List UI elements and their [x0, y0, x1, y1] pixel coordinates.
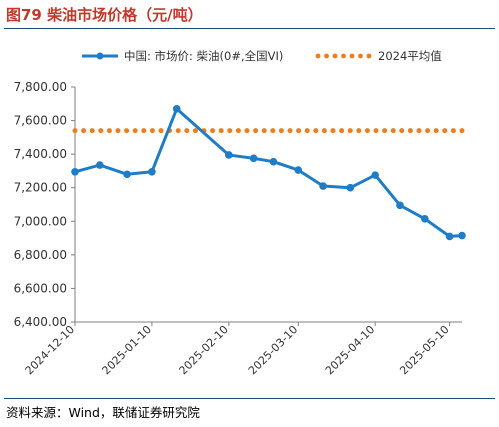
- diesel-price-point: [225, 151, 233, 159]
- avg-line-dot: [124, 128, 130, 134]
- avg-line-dot: [184, 128, 190, 134]
- avg-line-dot: [330, 128, 336, 134]
- title-rule: [4, 28, 495, 29]
- avg-line-dot: [89, 128, 95, 134]
- avg-line-dot: [115, 128, 121, 134]
- series-diesel-price: [71, 105, 466, 241]
- avg-line-dot: [192, 128, 198, 134]
- avg-line-dot: [321, 128, 327, 134]
- diesel-price-point: [123, 170, 131, 179]
- line-chart: 中国: 市场价: 柴油(0#,全国VI) 2024平均值 6,400.00 6,6…: [14, 49, 466, 377]
- avg-line-dot: [278, 128, 284, 134]
- avg-line-dot: [132, 128, 138, 134]
- avg-line-dot: [416, 128, 422, 134]
- avg-line-dot: [407, 128, 413, 134]
- avg-line-dot: [399, 128, 405, 134]
- avg-line-dot: [244, 128, 250, 134]
- avg-line-dot: [382, 128, 388, 134]
- y-tick-label: 6,400.00: [14, 315, 67, 329]
- avg-line-dot: [235, 128, 241, 134]
- y-tick-label: 6,800.00: [14, 248, 67, 262]
- y-tick-label: 6,600.00: [14, 281, 67, 295]
- diesel-price-point: [269, 157, 278, 166]
- avg-line-dot: [433, 128, 439, 134]
- avg-line-dot: [106, 128, 112, 134]
- avg-line-dot: [287, 128, 293, 134]
- avg-line-dot: [450, 128, 456, 134]
- legend-label-avg: 2024平均值: [378, 49, 442, 63]
- avg-line-dot: [425, 128, 431, 134]
- avg-line-dot: [98, 128, 104, 134]
- legend-avg-dot: [332, 53, 338, 59]
- avg-line-dot: [442, 128, 448, 134]
- avg-line-dot: [218, 128, 224, 134]
- diesel-price-point: [249, 154, 258, 163]
- legend-swatch-main-marker: [96, 52, 104, 60]
- avg-line-dot: [141, 128, 147, 134]
- avg-line-dot: [270, 128, 276, 134]
- avg-line-dot: [72, 128, 78, 134]
- y-tick-label: 7,000.00: [14, 214, 67, 228]
- diesel-price-point: [148, 167, 156, 176]
- diesel-price-point: [420, 214, 429, 223]
- y-tick-label: 7,600.00: [14, 114, 67, 128]
- diesel-price-point: [346, 183, 355, 192]
- avg-line-dot: [261, 128, 267, 134]
- series-average-2024: [72, 128, 465, 134]
- x-tick-label: 2024-12-10: [23, 323, 77, 377]
- x-tick-label: 2025-03-10: [246, 323, 300, 377]
- diesel-price-point: [71, 167, 79, 176]
- avg-line-dot: [296, 128, 302, 134]
- legend-avg-dot: [349, 53, 355, 59]
- avg-line-dot: [175, 128, 181, 134]
- diesel-price-point: [371, 171, 379, 179]
- avg-line-dot: [210, 128, 216, 134]
- avg-line-dot: [158, 128, 164, 134]
- legend-avg-dot: [341, 53, 346, 59]
- figure-title: 图79 柴油市场价格（元/吨）: [6, 6, 203, 24]
- x-tick-label: 2025-01-10: [100, 323, 154, 377]
- avg-line-dot: [339, 128, 345, 134]
- x-tick-label: 2025-05-10: [397, 323, 451, 377]
- diesel-price-point: [319, 182, 327, 190]
- avg-line-dot: [459, 128, 465, 134]
- avg-line-dot: [149, 128, 155, 134]
- avg-line-dot: [347, 128, 353, 134]
- legend-swatch-avg: [315, 53, 372, 59]
- avg-line-dot: [313, 128, 319, 134]
- diesel-price-point: [96, 161, 104, 169]
- avg-line-dot: [364, 128, 370, 134]
- x-tick-label: 2025-02-10: [177, 323, 231, 377]
- legend-label-main: 中国: 市场价: 柴油(0#,全国VI): [124, 49, 283, 63]
- avg-line-dot: [227, 128, 233, 134]
- diesel-price-point: [172, 105, 181, 113]
- x-axis-ticks: 2024-12-10 2025-01-10 2025-02-10 2025-03-10…: [23, 322, 452, 377]
- legend-avg-dot: [324, 53, 329, 59]
- diesel-price-line: [74, 107, 463, 238]
- y-tick-label: 7,800.00: [14, 80, 67, 94]
- diesel-price-point: [458, 231, 466, 240]
- source-rule: [4, 398, 495, 399]
- avg-line-dot: [373, 128, 379, 134]
- legend-avg-dot: [358, 53, 363, 59]
- avg-line-dot: [304, 128, 310, 134]
- y-axis-ticks: 6,400.00 6,600.00 6,800.00 7,000.00 7,200.00…: [14, 80, 75, 329]
- diesel-price-point: [396, 201, 404, 210]
- avg-line-dot: [356, 128, 362, 134]
- x-tick-label: 2025-04-10: [323, 323, 377, 377]
- avg-line-dot: [390, 128, 396, 134]
- y-tick-label: 7,200.00: [14, 181, 67, 195]
- avg-line-dot: [81, 128, 87, 134]
- source-note: 资料来源：Wind，联储证券研究院: [6, 405, 200, 420]
- diesel-price-point: [445, 232, 454, 241]
- legend: 中国: 市场价: 柴油(0#,全国VI) 2024平均值: [82, 49, 442, 63]
- avg-line-dot: [253, 128, 259, 134]
- y-tick-label: 7,400.00: [14, 147, 67, 161]
- diesel-price-point: [294, 166, 303, 174]
- legend-avg-dot: [315, 53, 321, 59]
- legend-avg-dot: [366, 53, 372, 59]
